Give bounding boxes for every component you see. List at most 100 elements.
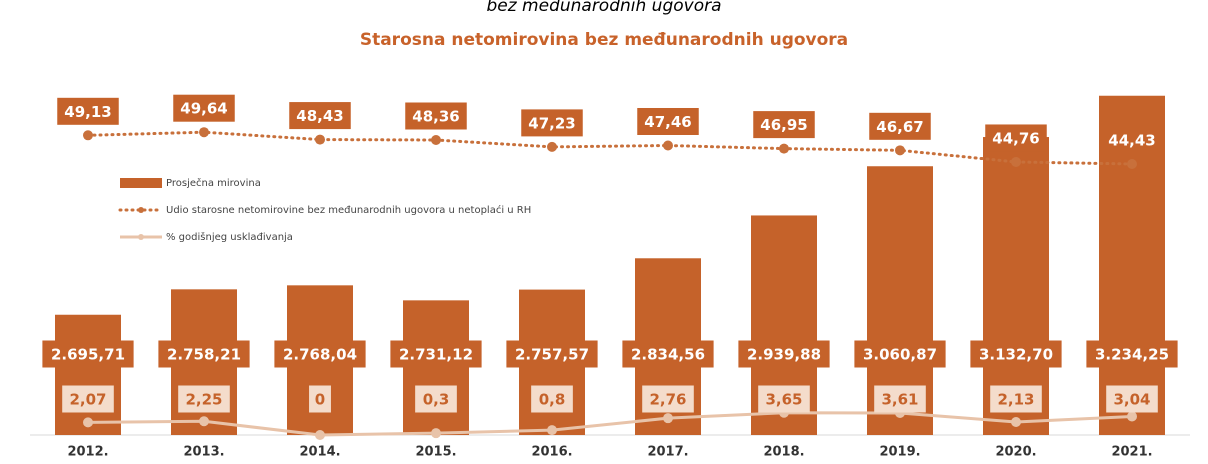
x-tick-label: 2012. (67, 445, 108, 460)
data-label: 3.234,25 (1095, 346, 1169, 364)
data-label: 46,95 (760, 116, 807, 134)
line (86, 130, 1134, 166)
marker (83, 417, 93, 428)
marker (315, 134, 325, 145)
marker (83, 130, 93, 141)
label-box (178, 385, 230, 413)
data-label: 3,04 (1113, 391, 1150, 409)
label-box (1101, 126, 1163, 154)
data-label: 0,8 (539, 391, 566, 409)
label-box (390, 340, 482, 368)
data-label: 44,43 (1108, 131, 1155, 149)
legend-marker (138, 207, 144, 213)
bar (55, 314, 121, 435)
label-box (62, 385, 114, 413)
data-label: 47,46 (644, 113, 691, 131)
x-tick-label: 2019. (879, 445, 920, 460)
label-box (158, 340, 250, 368)
label-box (57, 97, 119, 125)
marker (1127, 158, 1137, 169)
x-tick-label: 2021. (1111, 445, 1152, 460)
marker (1011, 156, 1021, 167)
data-label: 2.695,71 (51, 346, 125, 364)
label-box (738, 340, 830, 368)
marker (663, 140, 673, 151)
data-label: 2,76 (649, 391, 686, 409)
data-label: 2.939,88 (747, 346, 821, 364)
data-label: 2.757,57 (515, 346, 589, 364)
caption: bez međunarodnih ugovora (486, 0, 721, 16)
label-box (869, 112, 931, 140)
data-label: 48,43 (296, 107, 343, 125)
label-box (874, 385, 926, 413)
label-box (289, 102, 351, 130)
marker (547, 425, 557, 436)
legend-label: Udio starosne netomirovine bez međunarod… (166, 204, 531, 216)
marker (547, 141, 557, 152)
marker (663, 413, 673, 424)
bar (983, 137, 1049, 435)
marker (779, 143, 789, 154)
label-box (854, 340, 946, 368)
marker (1127, 411, 1137, 422)
data-label: 2.834,56 (631, 346, 705, 364)
data-label: 2.768,04 (283, 346, 357, 364)
label-box (405, 102, 467, 130)
label-box (985, 124, 1047, 152)
label-box (274, 340, 366, 368)
data-label: 44,76 (992, 129, 1039, 147)
data-label: 2.758,21 (167, 346, 241, 364)
label-box (42, 340, 134, 368)
data-label: 2,07 (69, 391, 106, 409)
data-label: 0 (315, 391, 325, 409)
marker (1011, 417, 1021, 428)
data-label: 2.731,12 (399, 346, 473, 364)
data-label: 2,25 (185, 391, 222, 409)
data-label: 3,61 (881, 391, 918, 409)
label-box (637, 107, 699, 135)
label-box (506, 340, 598, 368)
marker (895, 145, 905, 156)
data-label: 3.132,70 (979, 346, 1053, 364)
label-box (990, 385, 1042, 413)
marker (199, 416, 209, 427)
legend-swatch (120, 178, 162, 188)
label-box (173, 94, 235, 122)
label-box (622, 340, 714, 368)
data-label: 49,64 (180, 100, 227, 118)
label-box (309, 385, 331, 413)
marker (199, 127, 209, 138)
x-tick-label: 2017. (647, 445, 688, 460)
label-box (1106, 385, 1158, 413)
chart-title: Starosna netomirovina bez međunarodnih u… (360, 30, 848, 50)
legend-marker (138, 234, 144, 240)
x-tick-label: 2018. (763, 445, 804, 460)
data-label: 49,13 (64, 103, 111, 121)
data-label: 46,67 (876, 118, 923, 136)
label-box (521, 109, 583, 137)
marker (431, 135, 441, 146)
marker (431, 428, 441, 439)
x-tick-label: 2013. (183, 445, 224, 460)
label-box (758, 385, 810, 413)
data-label: 0,3 (423, 391, 450, 409)
legend-label: Prosječna mirovina (166, 177, 261, 189)
data-label: 47,23 (528, 114, 575, 132)
marker (315, 430, 325, 440)
data-label: 3.060,87 (863, 346, 937, 364)
data-label: 3,65 (765, 391, 802, 409)
data-label: 48,36 (412, 108, 459, 126)
bar (403, 300, 469, 435)
label-box (753, 111, 815, 139)
x-tick-label: 2014. (299, 445, 340, 460)
data-label: 2,13 (997, 391, 1034, 409)
x-tick-label: 2020. (995, 445, 1036, 460)
label-box (642, 385, 694, 413)
x-tick-label: 2016. (531, 445, 572, 460)
label-box (531, 385, 573, 413)
label-box (970, 340, 1062, 368)
label-box (415, 385, 457, 413)
legend-label: % godišnjeg usklađivanja (166, 231, 293, 243)
